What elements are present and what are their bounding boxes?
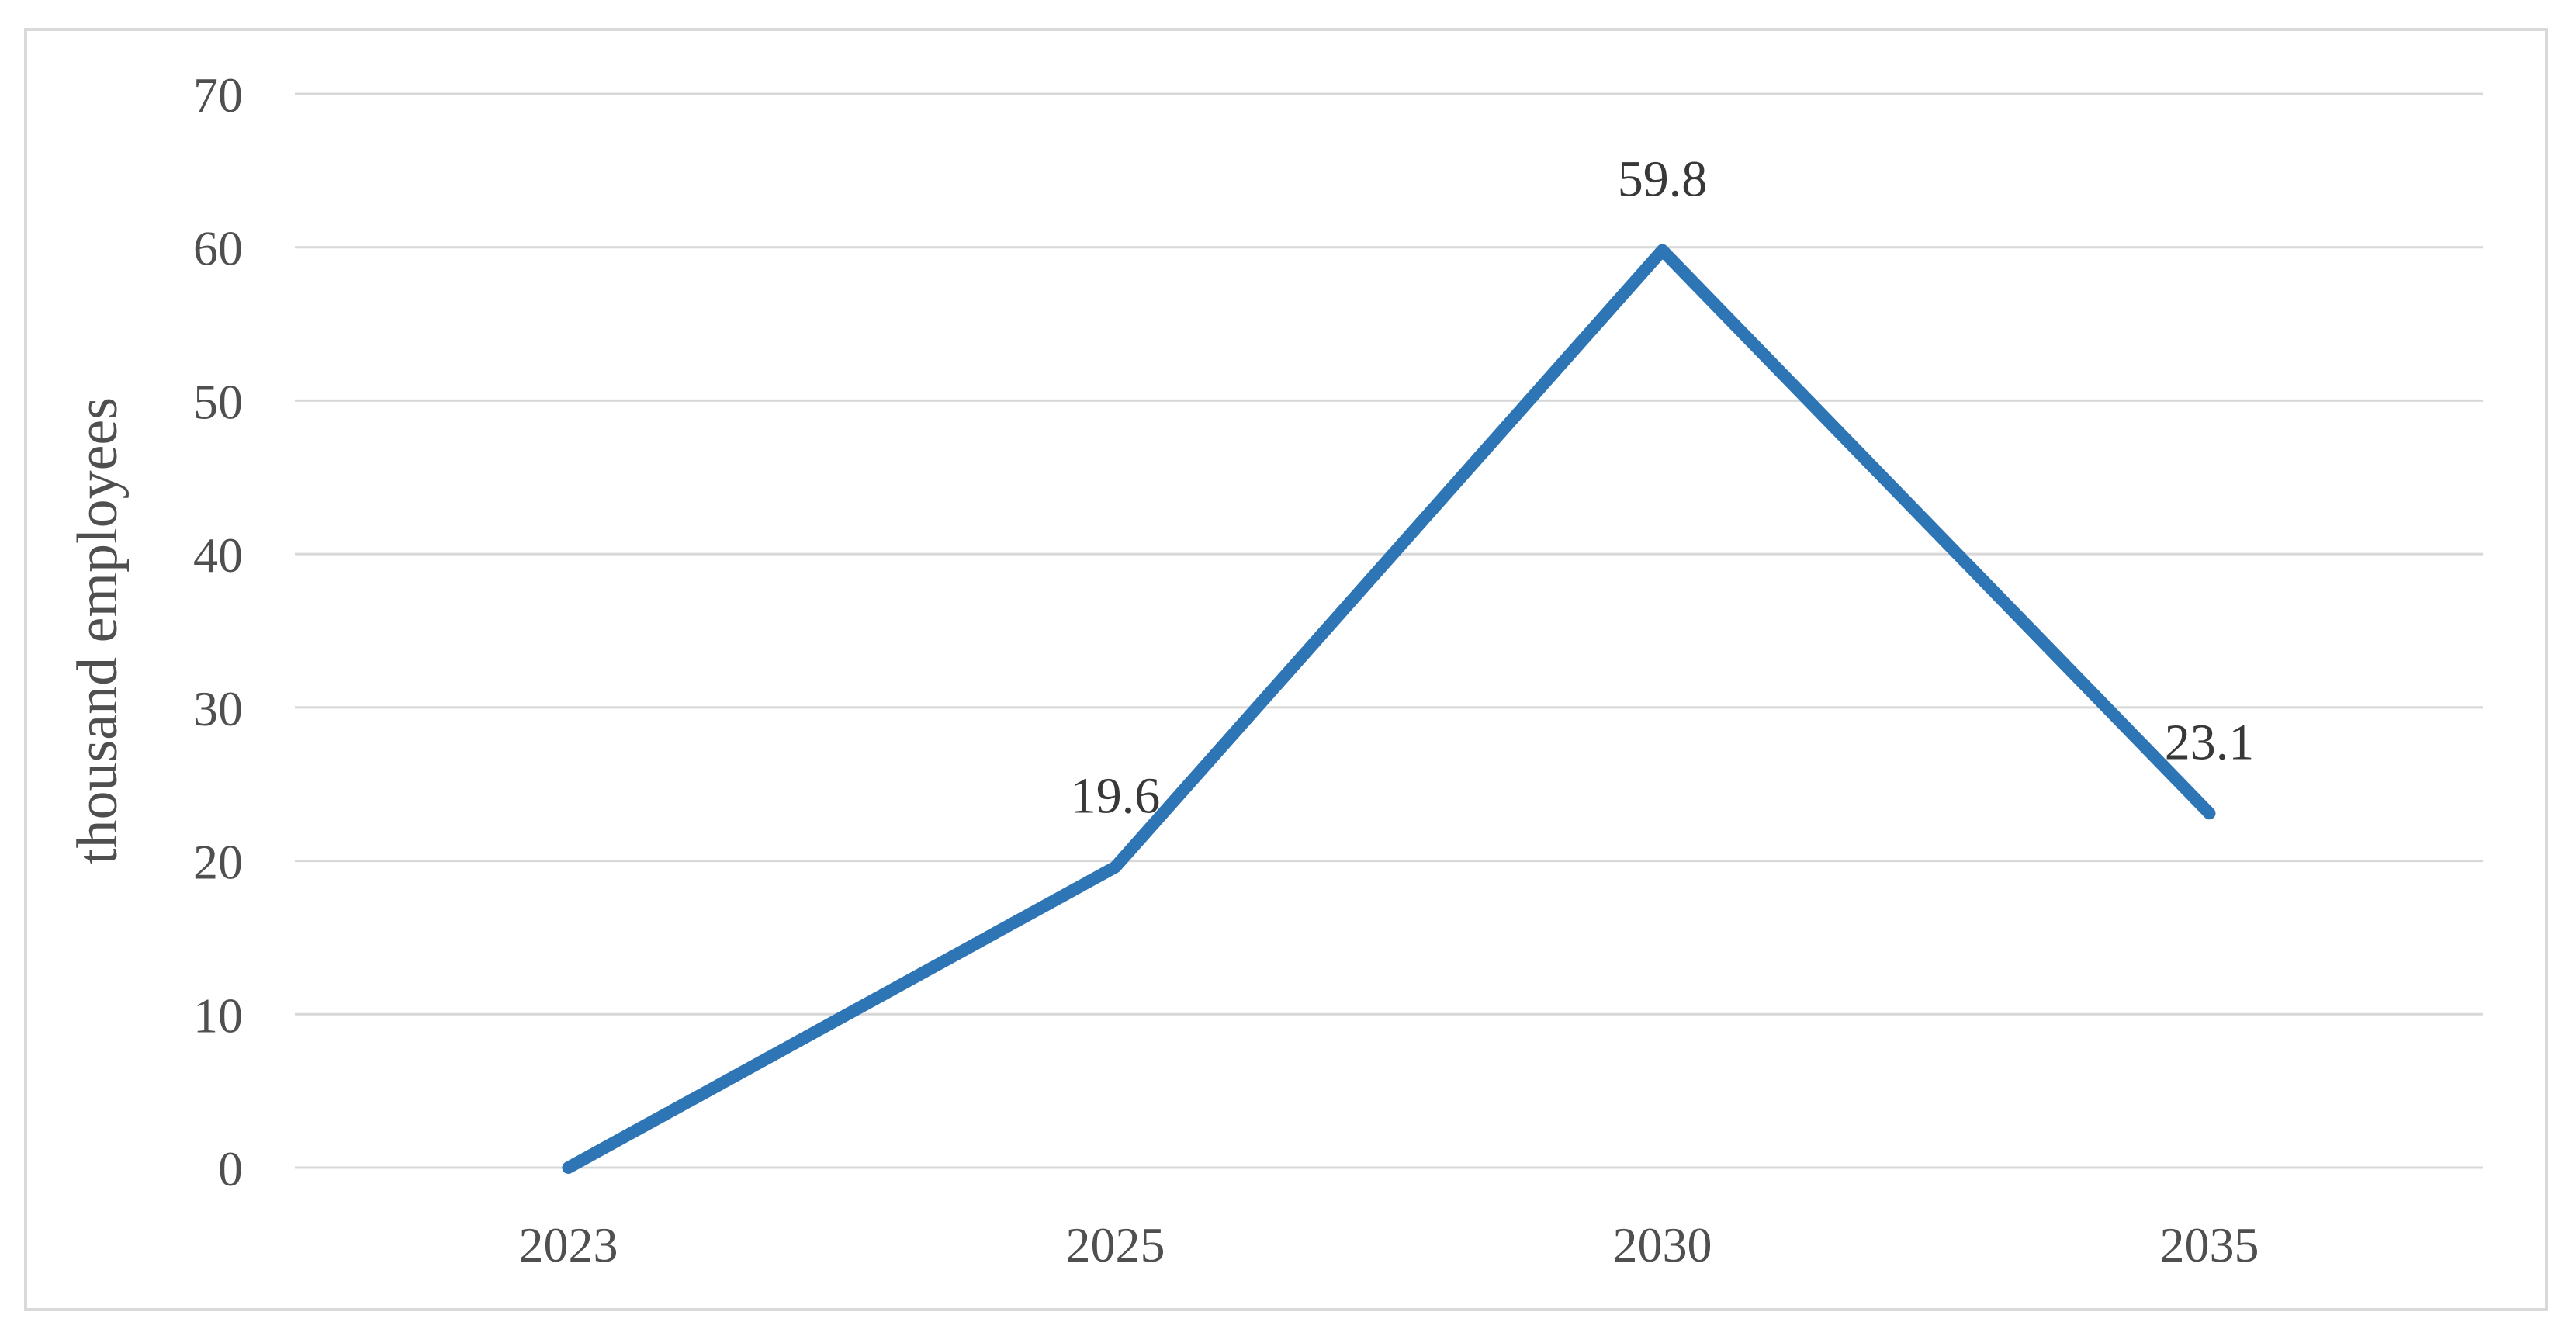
x-tick-label: 2030 — [1613, 1217, 1712, 1272]
y-tick-label: 20 — [193, 835, 243, 890]
data-series-line — [562, 244, 2216, 1174]
x-tick-label: 2025 — [1066, 1217, 1165, 1272]
data-label: 59.8 — [1618, 151, 1708, 208]
y-axis-title: thousand employees — [66, 397, 130, 864]
y-tick-label: 0 — [218, 1141, 243, 1196]
x-tick-label: 2023 — [519, 1217, 618, 1272]
x-tick-label: 2035 — [2160, 1217, 2259, 1272]
y-tick-label: 50 — [193, 374, 243, 429]
y-tick-label: 10 — [193, 988, 243, 1043]
data-label: 19.6 — [1071, 767, 1161, 824]
plot-border — [24, 28, 2548, 1311]
data-label: 23.1 — [2165, 714, 2255, 770]
y-tick-label: 60 — [193, 221, 243, 276]
y-tick-label: 70 — [193, 67, 243, 123]
y-tick-label: 40 — [193, 528, 243, 583]
y-tick-label: 30 — [193, 681, 243, 736]
